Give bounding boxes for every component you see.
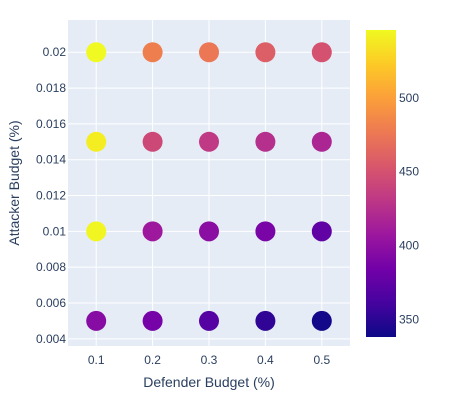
- data-point: [142, 221, 163, 242]
- x-tick-label: 0.3: [201, 353, 218, 367]
- y-tick-label: 0.012: [36, 189, 66, 203]
- data-point: [255, 131, 276, 152]
- data-point: [255, 42, 276, 63]
- x-tick-label: 0.4: [257, 353, 274, 367]
- x-tick-label: 0.1: [88, 353, 105, 367]
- data-point: [142, 131, 163, 152]
- data-point: [86, 131, 107, 152]
- colorbar-tick-label: 500: [399, 91, 419, 105]
- colorbar-tick-label: 350: [399, 312, 419, 326]
- data-point: [255, 310, 276, 331]
- data-points: [86, 42, 332, 331]
- data-point: [311, 310, 332, 331]
- y-tick-label: 0.004: [36, 332, 66, 346]
- y-tick-label: 0.008: [36, 260, 66, 274]
- y-tick-label: 0.01: [43, 224, 67, 238]
- data-point: [255, 221, 276, 242]
- x-axis-title: Defender Budget (%): [143, 374, 275, 390]
- y-tick-label: 0.016: [36, 117, 66, 131]
- y-tick-label: 0.02: [43, 45, 67, 59]
- data-point: [86, 42, 107, 63]
- data-point: [199, 42, 219, 63]
- tick-labels: 0.1 0.2 0.3 0.4 0.5 0.004 0.006 0.008 0.01 0.012 0…: [36, 45, 330, 367]
- x-tick-label: 0.5: [313, 353, 330, 367]
- data-point: [86, 221, 107, 242]
- colorbar-tick-labels: 350 400 450 500: [399, 91, 419, 326]
- data-point: [199, 131, 219, 152]
- y-tick-label: 0.018: [36, 81, 66, 95]
- colorbar-tick-label: 450: [399, 165, 419, 179]
- data-point: [199, 310, 219, 331]
- data-point: [142, 310, 163, 331]
- y-axis-title: Attacker Budget (%): [6, 120, 22, 245]
- y-tick-label: 0.014: [36, 153, 66, 167]
- x-tick-label: 0.2: [144, 353, 161, 367]
- data-point: [199, 221, 219, 242]
- colorbar-tick-label: 400: [399, 238, 419, 252]
- data-point: [311, 42, 332, 63]
- data-point: [142, 42, 163, 63]
- data-point: [311, 221, 332, 242]
- colorbar: [366, 30, 396, 337]
- data-point: [86, 310, 107, 331]
- y-tick-label: 0.006: [36, 296, 66, 310]
- data-point: [311, 131, 332, 152]
